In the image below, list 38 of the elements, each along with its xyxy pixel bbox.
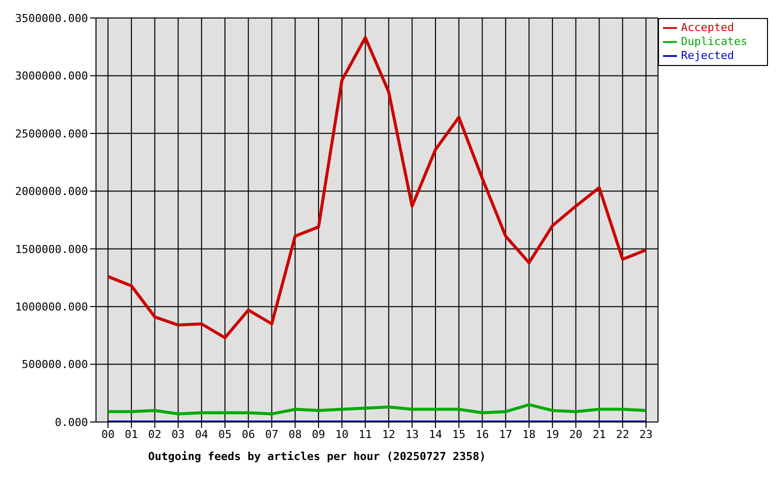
x-tick-label: 12	[382, 428, 396, 441]
y-tick-label: 1500000.000	[15, 242, 88, 256]
x-tick-label: 01	[124, 428, 138, 441]
line-series	[106, 36, 648, 340]
x-tick-label: 07	[265, 428, 278, 441]
x-tick-label: 22	[616, 428, 630, 441]
x-tick-label: 02	[148, 428, 162, 441]
y-tick-label: 0.000	[54, 416, 88, 429]
x-tick-label: 04	[194, 428, 209, 441]
legend-label: Rejected	[681, 49, 734, 62]
y-tick-label: 500000.000	[22, 358, 88, 372]
line-series	[106, 403, 648, 416]
y-tick-label: 2500000.000	[15, 127, 88, 140]
x-tick-label: 13	[405, 428, 419, 441]
x-tick-label: 17	[499, 428, 512, 441]
x-axis-title: Outgoing feeds by articles per hour (20250727 2358)	[148, 450, 486, 463]
x-tick-label: 08	[288, 428, 302, 441]
x-tick-label: 03	[172, 428, 185, 441]
x-tick-label: 14	[428, 428, 442, 441]
x-tick-label: 16	[476, 428, 489, 441]
x-tick-label: 21	[592, 428, 606, 441]
x-tick-label: 10	[335, 428, 349, 441]
x-tick-label: 23	[639, 428, 653, 441]
y-tick-label: 1000000.000	[15, 300, 88, 314]
x-tick-label: 09	[312, 428, 326, 441]
y-tick-label: 2000000.000	[15, 185, 88, 198]
legend-label: Accepted	[681, 21, 734, 34]
x-tick-label: 11	[358, 428, 372, 441]
x-tick-label: 18	[522, 428, 536, 441]
x-tick-label: 15	[452, 428, 466, 441]
y-tick-label: 3500000.000	[15, 12, 88, 25]
x-tick-label: 20	[569, 428, 582, 441]
x-tick-label: 05	[218, 428, 232, 441]
x-tick-label: 00	[101, 428, 115, 441]
x-tick-label: 19	[546, 428, 560, 441]
legend-label: Duplicates	[681, 35, 748, 48]
x-tick-label: 06	[242, 428, 255, 441]
y-tick-label: 3000000.000	[15, 70, 88, 83]
